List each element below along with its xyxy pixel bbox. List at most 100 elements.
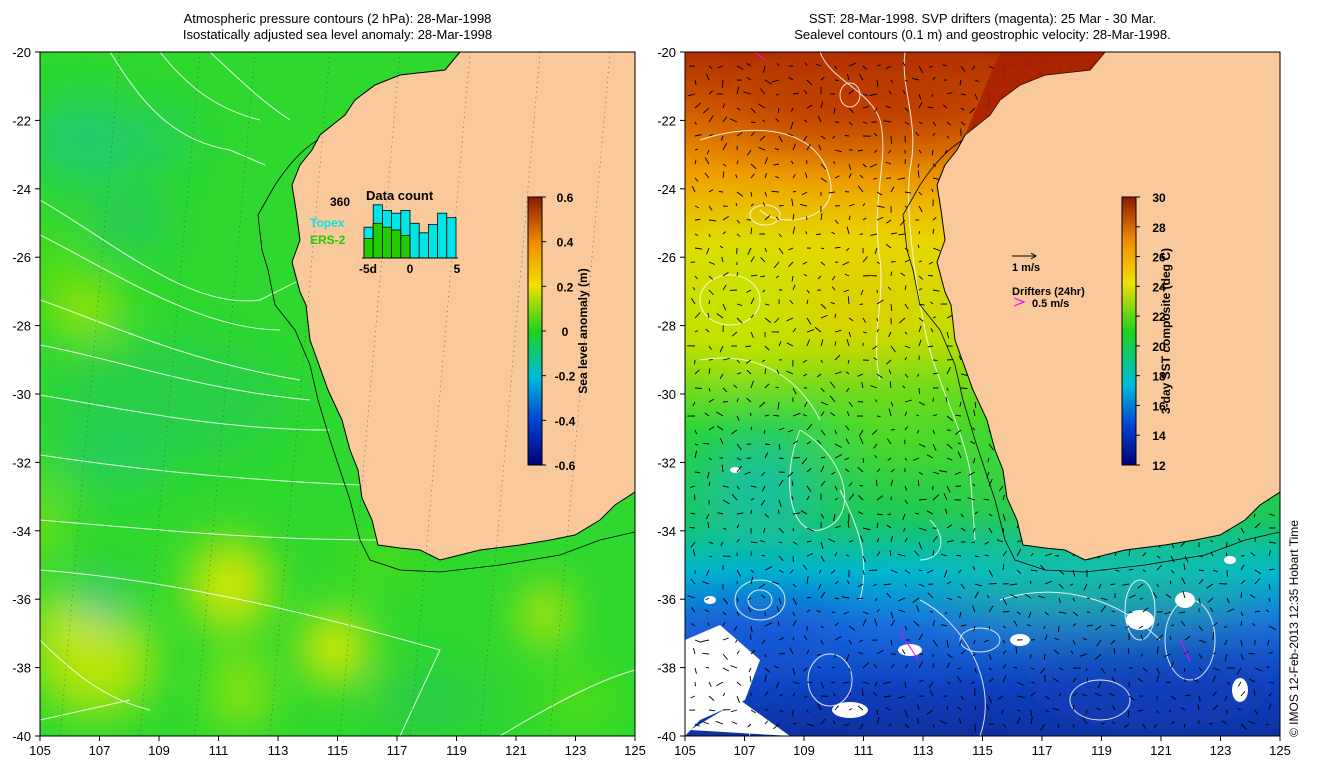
velocity-arrow <box>1138 625 1144 629</box>
velocity-arrow <box>917 170 920 179</box>
velocity-arrow <box>848 317 854 322</box>
velocity-arrow <box>786 317 794 322</box>
velocity-arrow <box>1030 716 1033 725</box>
velocity-arrow <box>778 499 782 508</box>
velocity-arrow <box>932 228 935 235</box>
y-tick-label: -20 <box>657 45 676 60</box>
velocity-arrow <box>1152 592 1158 599</box>
velocity-arrow <box>820 303 827 310</box>
velocity-arrow <box>736 107 741 111</box>
velocity-arrow <box>842 261 850 266</box>
velocity-arrow <box>971 681 976 684</box>
velocity-arrow <box>746 149 752 156</box>
velocity-arrow <box>806 317 812 325</box>
velocity-arrow <box>846 579 850 585</box>
velocity-arrow <box>902 513 906 521</box>
velocity-arrow <box>902 61 906 67</box>
velocity-arrow <box>913 457 920 461</box>
velocity-arrow <box>916 414 920 417</box>
velocity-arrow <box>694 275 698 280</box>
velocity-arrow <box>958 718 962 725</box>
velocity-arrow <box>750 121 756 123</box>
velocity-arrow <box>834 525 841 529</box>
velocity-arrow <box>890 232 898 235</box>
velocity-arrow <box>806 339 810 347</box>
velocity-arrow <box>1226 681 1231 686</box>
velocity-arrow <box>820 339 824 347</box>
velocity-arrow <box>876 299 884 305</box>
velocity-arrow <box>960 583 965 589</box>
velocity-arrow <box>1156 555 1161 559</box>
velocity-arrow <box>946 443 953 450</box>
velocity-arrow <box>862 331 867 334</box>
sst-colorbar-ticks: 30 28 26 24 22 20 18 16 14 12 <box>1136 191 1166 473</box>
velocity-arrow <box>874 247 878 255</box>
velocity-arrow <box>761 594 766 599</box>
velocity-arrow <box>1267 639 1270 646</box>
velocity-arrow <box>902 385 906 389</box>
velocity-arrow <box>945 396 948 403</box>
y-tick-label: -36 <box>657 592 676 607</box>
velocity-arrow <box>708 133 713 137</box>
velocity-arrow <box>1268 681 1275 684</box>
velocity-arrow <box>750 256 755 263</box>
velocity-arrow <box>974 667 977 674</box>
velocity-arrow <box>789 569 794 574</box>
velocity-arrow <box>834 175 840 179</box>
velocity-arrow <box>857 185 864 193</box>
velocity-arrow <box>1095 625 1102 631</box>
drifters-key-speed: 0.5 m/s <box>1032 298 1069 310</box>
y-tick-label: -34 <box>12 524 31 539</box>
velocity-arrow <box>792 213 795 221</box>
velocity-arrow <box>1083 583 1088 591</box>
velocity-arrow <box>859 723 864 730</box>
y-tick-label: -30 <box>12 387 31 402</box>
velocity-arrow <box>1044 695 1050 700</box>
velocity-arrow <box>834 454 843 459</box>
velocity-arrow <box>959 401 962 407</box>
velocity-arrow <box>776 369 780 375</box>
velocity-arrow <box>983 639 990 643</box>
velocity-arrow <box>918 679 924 683</box>
velocity-arrow <box>874 107 878 113</box>
velocity-arrow <box>722 611 727 616</box>
colorbar-tick-label: -0.6 <box>555 459 576 473</box>
velocity-arrow <box>760 275 766 278</box>
velocity-arrow <box>918 401 925 406</box>
velocity-arrow <box>831 231 836 235</box>
velocity-arrow <box>750 314 755 319</box>
velocity-arrow <box>1140 634 1144 641</box>
velocity-arrow <box>694 102 702 109</box>
colorbar-tick-label: 30 <box>1152 191 1166 205</box>
velocity-arrow <box>1224 639 1228 646</box>
velocity-arrow <box>888 90 892 95</box>
velocity-arrow <box>918 101 923 109</box>
colorbar-tick-label: 0 <box>562 325 569 339</box>
velocity-arrow <box>722 231 726 235</box>
velocity-arrow <box>806 299 809 305</box>
velocity-arrow <box>704 412 710 417</box>
velocity-arrow <box>918 260 922 263</box>
data-count-xlabel-zero: 0 <box>407 262 414 276</box>
velocity-arrow <box>848 121 853 126</box>
velocity-arrow <box>969 107 976 114</box>
velocity-arrow <box>1125 625 1130 629</box>
velocity-arrow <box>862 457 865 463</box>
velocity-arrow <box>802 564 808 571</box>
velocity-arrow <box>792 583 797 588</box>
velocity-arrow <box>820 465 825 473</box>
velocity-arrow <box>1082 717 1088 725</box>
ers2-legend: ERS-2 <box>310 233 346 247</box>
velocity-arrow <box>694 148 699 151</box>
velocity-arrow <box>778 204 784 207</box>
velocity-arrow <box>694 494 696 501</box>
velocity-arrow <box>844 135 850 137</box>
velocity-arrow <box>928 681 934 688</box>
velocity-arrow <box>957 667 962 670</box>
velocity-arrow <box>803 135 808 142</box>
velocity-arrow <box>722 171 725 179</box>
velocity-arrow <box>874 681 878 687</box>
x-tick-label: 119 <box>446 743 467 758</box>
sst-colorbar <box>1121 196 1137 466</box>
velocity-arrow <box>1142 607 1149 613</box>
